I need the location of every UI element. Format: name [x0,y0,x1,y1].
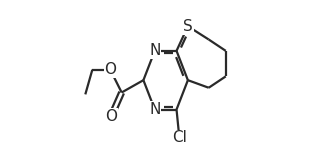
Text: Cl: Cl [172,130,187,145]
Text: S: S [183,19,193,34]
Text: O: O [104,62,116,77]
Text: O: O [105,109,117,124]
Text: N: N [149,43,160,58]
Text: N: N [149,102,160,117]
